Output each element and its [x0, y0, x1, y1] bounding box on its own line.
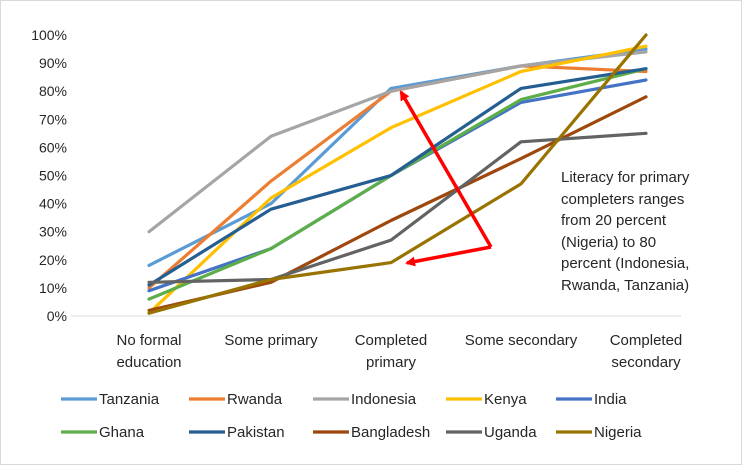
- arrow-to-high: [399, 90, 493, 248]
- arrow-to-low: [405, 245, 492, 267]
- y-tick-label: 90%: [39, 55, 67, 71]
- annotation-line: Literacy for primary: [561, 169, 690, 186]
- legend-label: Bangladesh: [351, 424, 430, 441]
- y-tick-label: 0%: [47, 308, 67, 324]
- x-category-label: No formal education: [116, 332, 181, 371]
- series-line-uganda: [147, 131, 648, 284]
- legend-label: Nigeria: [594, 424, 642, 441]
- annotation-text: Literacy for primary completers ranges f…: [561, 167, 741, 296]
- annotation-line: (Nigeria) to 80: [561, 233, 657, 251]
- y-tick-label: 30%: [39, 224, 67, 240]
- y-tick-label: 60%: [39, 139, 67, 155]
- y-axis-ticks: 0% 10% 20% 30% 40% 50% 60% 70% 80% 90% 100%: [31, 27, 67, 324]
- annotation-line: completers ranges: [561, 190, 685, 208]
- y-tick-label: 20%: [39, 252, 67, 268]
- y-tick-label: 70%: [39, 111, 67, 127]
- y-tick-label: 50%: [39, 168, 67, 184]
- legend: Tanzania Rwanda Indonesia Kenya India Ghana Pa…: [61, 391, 642, 441]
- legend-label: Rwanda: [227, 391, 283, 408]
- legend-label: Indonesia: [351, 391, 417, 408]
- legend-label: Uganda: [484, 424, 537, 441]
- legend-label: Pakistan: [227, 424, 285, 441]
- x-category-label: Some primary: [224, 332, 318, 349]
- y-tick-label: 80%: [39, 83, 67, 99]
- y-tick-label: 10%: [39, 280, 67, 296]
- y-tick-label: 40%: [39, 196, 67, 212]
- series-line-indonesia: [147, 50, 648, 234]
- x-category-label: Some secondary: [465, 332, 578, 349]
- annotation-line: from 20 percent: [561, 212, 667, 229]
- legend-label: Tanzania: [99, 391, 160, 408]
- legend-label: Kenya: [484, 391, 527, 408]
- y-tick-label: 100%: [31, 27, 67, 43]
- series-line-pakistan: [147, 67, 648, 287]
- series-line-kenya: [147, 44, 648, 315]
- x-category-label: Completed primary: [355, 332, 428, 371]
- series-line-nigeria: [147, 33, 648, 315]
- legend-label: India: [594, 391, 627, 408]
- annotation-line: Rwanda, Tanzania): [561, 276, 690, 294]
- series-lines: [147, 33, 648, 315]
- x-category-label: Completed secondary: [610, 332, 683, 371]
- legend-label: Ghana: [99, 424, 145, 441]
- annotation-arrows: [399, 90, 493, 267]
- x-axis-categories: No formal education Some primary Completed p…: [116, 332, 682, 371]
- annotation-line: percent (Indonesia,: [561, 255, 690, 272]
